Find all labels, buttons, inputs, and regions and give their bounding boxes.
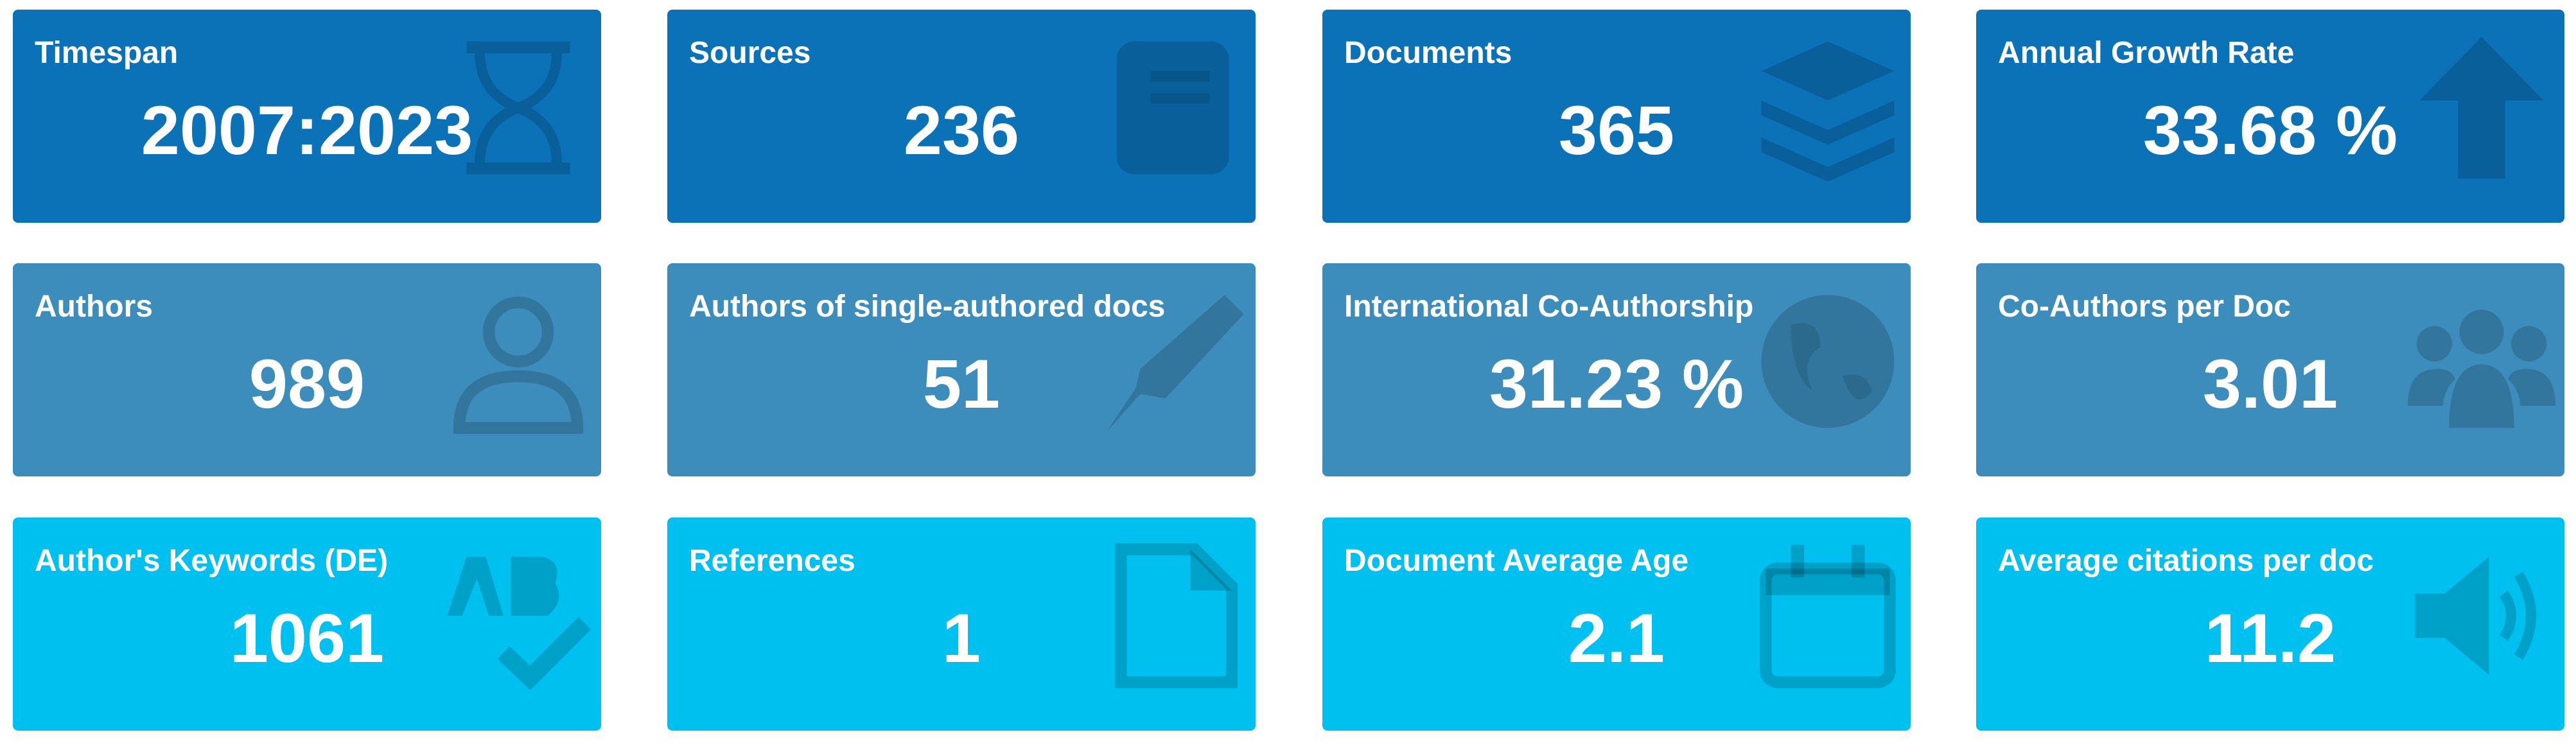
info-box: Sources 236: [667, 10, 1256, 223]
info-value: 31.23 %: [1489, 345, 1744, 422]
info-title: Authors: [35, 290, 153, 324]
icon: [1106, 295, 1244, 433]
info-value: 33.68 %: [2142, 91, 2398, 169]
info-box: Co-Authors per Doc 3.01: [1976, 263, 2564, 476]
info-title: Co-Authors per Doc: [1998, 290, 2291, 324]
icon: [447, 557, 591, 690]
info-title: Author's Keywords (DE): [35, 544, 389, 578]
info-value: 2.1: [1568, 599, 1665, 677]
info-value: 1061: [229, 599, 385, 677]
info-title: Authors of single-authored docs: [689, 290, 1166, 324]
info-box: Documents 365: [1322, 10, 1911, 223]
info-value: 3.01: [2202, 345, 2338, 422]
info-box: Authors of single-authored docs 51: [667, 263, 1256, 476]
info-title: Timespan: [35, 36, 179, 70]
info-box: Annual Growth Rate 33.68 %: [1976, 10, 2564, 223]
info-value: 2007:2023: [141, 91, 473, 169]
icon: [453, 296, 584, 434]
icon: [2415, 557, 2537, 675]
info-value: 11.2: [2204, 599, 2336, 677]
info-box: Author's Keywords (DE) 1061: [13, 518, 601, 731]
info-box: Average citations per doc 11.2: [1976, 518, 2564, 731]
info-box: Timespan 2007:2023: [13, 10, 601, 223]
info-box: Document Average Age 2.1: [1322, 518, 1911, 731]
info-title: Annual Growth Rate: [1998, 36, 2295, 70]
info-title: International Co-Authorship: [1344, 290, 1754, 324]
icon: [2408, 309, 2555, 428]
info-title: Documents: [1344, 36, 1512, 70]
icon: [1116, 41, 1229, 175]
info-value: 989: [249, 345, 365, 422]
icon: [466, 41, 570, 175]
icon: [1115, 543, 1238, 688]
info-box: International Co-Authorship 31.23 %: [1322, 263, 1911, 476]
icon: [1761, 295, 1895, 428]
info-box: References 1: [667, 518, 1256, 731]
info-box: Authors 989: [13, 263, 601, 476]
info-value: 236: [903, 91, 1020, 169]
info-value: 51: [922, 345, 1001, 422]
info-title: References: [689, 544, 855, 578]
info-title: Average citations per doc: [1998, 544, 2374, 578]
info-value: 365: [1558, 91, 1675, 169]
icon: [1760, 544, 1896, 688]
icon: [1761, 41, 1895, 182]
info-title: Sources: [689, 36, 811, 70]
info-title: Document Average Age: [1344, 544, 1689, 578]
info-value: 1: [942, 599, 981, 677]
icon: [2419, 37, 2544, 179]
